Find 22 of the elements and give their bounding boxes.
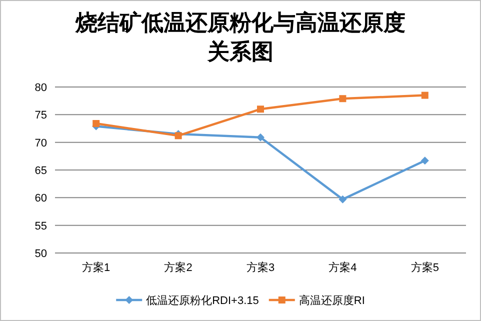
y-tick-label: 65 — [34, 165, 47, 177]
y-tick-label: 60 — [34, 192, 47, 205]
legend-label: 低温还原粉化RDI+3.15 — [146, 295, 259, 307]
x-tick-label: 方案3 — [246, 261, 275, 274]
title: 烧结矿低温还原粉化与高温还原度关系图 — [76, 10, 406, 65]
x-tick-label: 方案5 — [410, 261, 439, 274]
point — [257, 106, 264, 113]
point — [92, 120, 100, 128]
y-tick-label: 50 — [34, 248, 47, 260]
point — [339, 95, 346, 102]
point — [420, 156, 429, 165]
point — [421, 92, 428, 99]
x-tick-label: 方案4 — [328, 261, 357, 274]
x-tick-label: 方案2 — [164, 261, 192, 274]
y-tick-label: 70 — [34, 137, 47, 150]
legend-label: 高温还原度RI — [298, 294, 365, 307]
x-tick-label: 方案1 — [82, 261, 110, 274]
point — [256, 133, 264, 142]
y-tick-label: 75 — [34, 110, 47, 122]
y-tick-label: 80 — [34, 82, 47, 94]
y-tick-label: 55 — [34, 220, 47, 232]
point — [338, 195, 347, 204]
